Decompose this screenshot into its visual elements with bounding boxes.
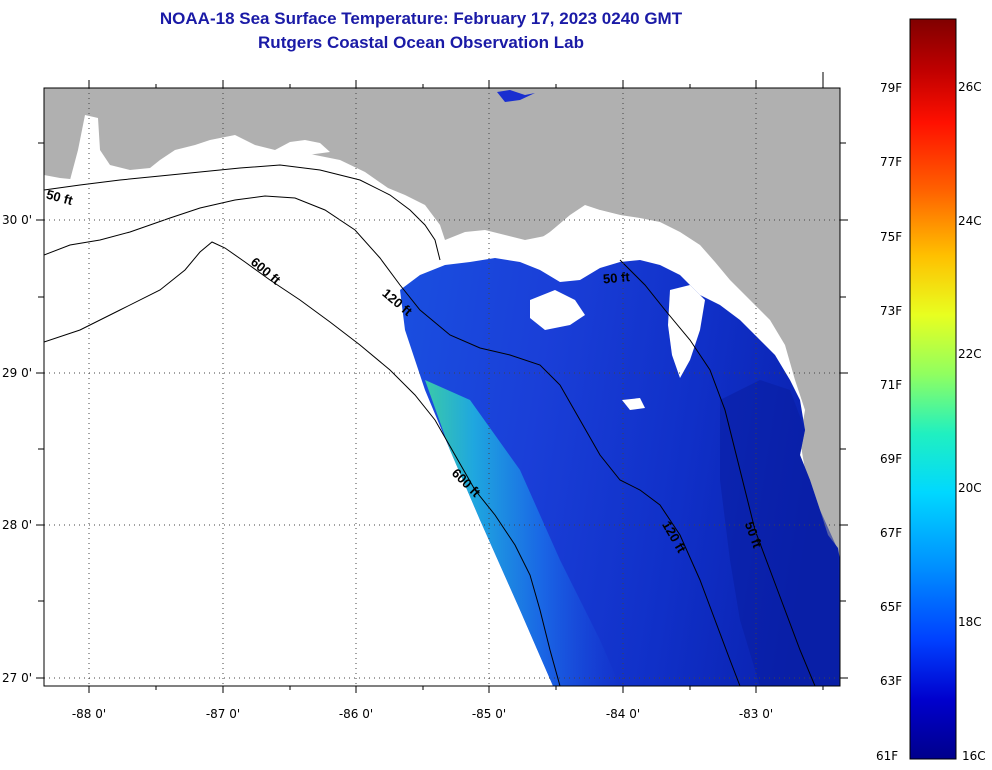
- lon-tick-label: -84 0': [606, 707, 640, 721]
- contour-600ft: [44, 241, 561, 686]
- cb-c-label: 24C: [958, 214, 982, 228]
- cb-f-label: 71F: [880, 378, 902, 392]
- cloud-patch: [622, 398, 645, 410]
- cb-f-label: 65F: [880, 600, 902, 614]
- cb-c-label: 18C: [958, 615, 982, 629]
- axis-ticks: [36, 72, 848, 693]
- lake: [497, 90, 535, 102]
- contour-label: 50 ft: [602, 269, 631, 286]
- contour-label: 50 ft: [45, 187, 75, 209]
- lat-tick-label: 28 0': [2, 518, 32, 532]
- cb-f-label: 75F: [880, 230, 902, 244]
- cb-c-label: 22C: [958, 347, 982, 361]
- map-subtitle: Rutgers Coastal Ocean Observation Lab: [258, 33, 584, 52]
- contour-50ft: [44, 164, 441, 261]
- cloud-patch: [530, 290, 585, 330]
- lon-tick-label: -85 0': [472, 707, 506, 721]
- bay-area: [70, 115, 330, 180]
- cb-f-label: 77F: [880, 155, 902, 169]
- cb-f-label: 63F: [880, 674, 902, 688]
- lon-tick-label: -86 0': [339, 707, 373, 721]
- map-title: NOAA-18 Sea Surface Temperature: Februar…: [159, 9, 683, 28]
- cloud-patch: [668, 285, 705, 378]
- sst-warm-edge: [425, 380, 620, 686]
- lat-tick-label: 29 0': [2, 366, 32, 380]
- lon-tick-label: -83 0': [739, 707, 773, 721]
- cb-f-label: 61F: [876, 749, 898, 763]
- cb-f-label: 73F: [880, 304, 902, 318]
- colorbar-gradient: [909, 18, 957, 760]
- cb-c-label: 20C: [958, 481, 982, 495]
- contour-120ft: [44, 195, 741, 686]
- lat-tick-label: 27 0': [2, 671, 32, 685]
- lat-tick-label: 30 0': [2, 213, 32, 227]
- lon-tick-label: -88 0': [72, 707, 106, 721]
- cb-c-label: 26C: [958, 80, 982, 94]
- cb-c-label: 16C: [962, 749, 986, 763]
- contour-50ft-east: [619, 259, 816, 686]
- sst-cool-band: [720, 380, 840, 686]
- map-border: [43, 87, 841, 687]
- cb-f-label: 69F: [880, 452, 902, 466]
- lon-tick-label: -87 0': [206, 707, 240, 721]
- cb-f-label: 67F: [880, 526, 902, 540]
- land-mass: [44, 88, 840, 560]
- cb-f-label: 79F: [880, 81, 902, 95]
